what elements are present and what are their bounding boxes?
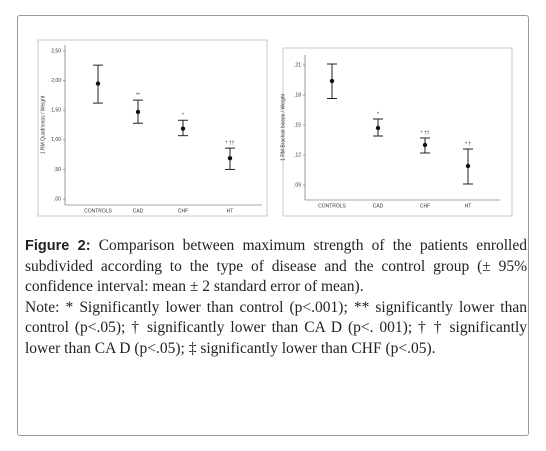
x-tick-label: HT — [465, 203, 472, 209]
caption-label: Figure 2: — [25, 238, 91, 254]
caption-note: Note: * Significantly lower than control… — [25, 298, 527, 357]
y-tick-label: ,00 — [54, 196, 61, 202]
mean-point — [329, 78, 335, 84]
significance-mark: * — [377, 111, 379, 117]
y-tick-label: 1,50 — [51, 108, 61, 114]
y-axis-title: 1 RM Quadriceps / Weight — [40, 95, 46, 154]
mean-point — [135, 109, 141, 115]
mean-point — [375, 125, 381, 131]
y-tick-label: 1,00 — [51, 137, 61, 143]
mean-point — [465, 163, 471, 169]
mean-point — [180, 126, 186, 131]
y-tick-label: ,50 — [54, 167, 61, 173]
x-tick-label: CAD — [373, 203, 384, 209]
y-tick-label: 2,50 — [51, 48, 61, 54]
significance-mark: ** — [136, 92, 140, 98]
x-tick-label: CHF — [178, 208, 188, 214]
caption-main: Figure 2: Comparison between maximum str… — [25, 236, 527, 298]
x-tick-label: CAD — [133, 208, 144, 214]
x-tick-label: CONTROLS — [318, 203, 346, 209]
charts: 1 RM Quadriceps / Weight ,00 ,50 1,00 1,50 2,… — [37, 39, 513, 217]
mean-point — [227, 155, 233, 161]
significance-mark: * † — [465, 141, 471, 147]
y-tick-label: 2,00 — [51, 78, 61, 84]
significance-mark: * †† — [421, 130, 430, 136]
mean-point — [422, 142, 428, 148]
y-tick-label: ,12 — [294, 152, 301, 158]
figure-frame — [17, 15, 529, 436]
panel — [37, 39, 268, 217]
significance-mark: * †† — [226, 140, 235, 146]
mean-point — [95, 81, 101, 86]
caption: Figure 2: Comparison between maximum str… — [25, 236, 527, 359]
x-tick-label: CONTROLS — [84, 208, 112, 214]
caption-text: Comparison between maximum strength of t… — [25, 237, 527, 295]
y-tick-label: ,21 — [294, 62, 301, 68]
y-axis-title: 1 RM Brachial biceps / Weight — [280, 93, 286, 160]
panel — [282, 47, 513, 217]
y-tick-label: ,18 — [294, 92, 301, 98]
x-tick-label: HT — [227, 208, 234, 214]
x-tick-label: CHF — [420, 203, 430, 209]
y-tick-label: ,09 — [294, 182, 301, 188]
y-tick-label: ,15 — [294, 122, 301, 128]
significance-mark: * — [182, 113, 184, 119]
